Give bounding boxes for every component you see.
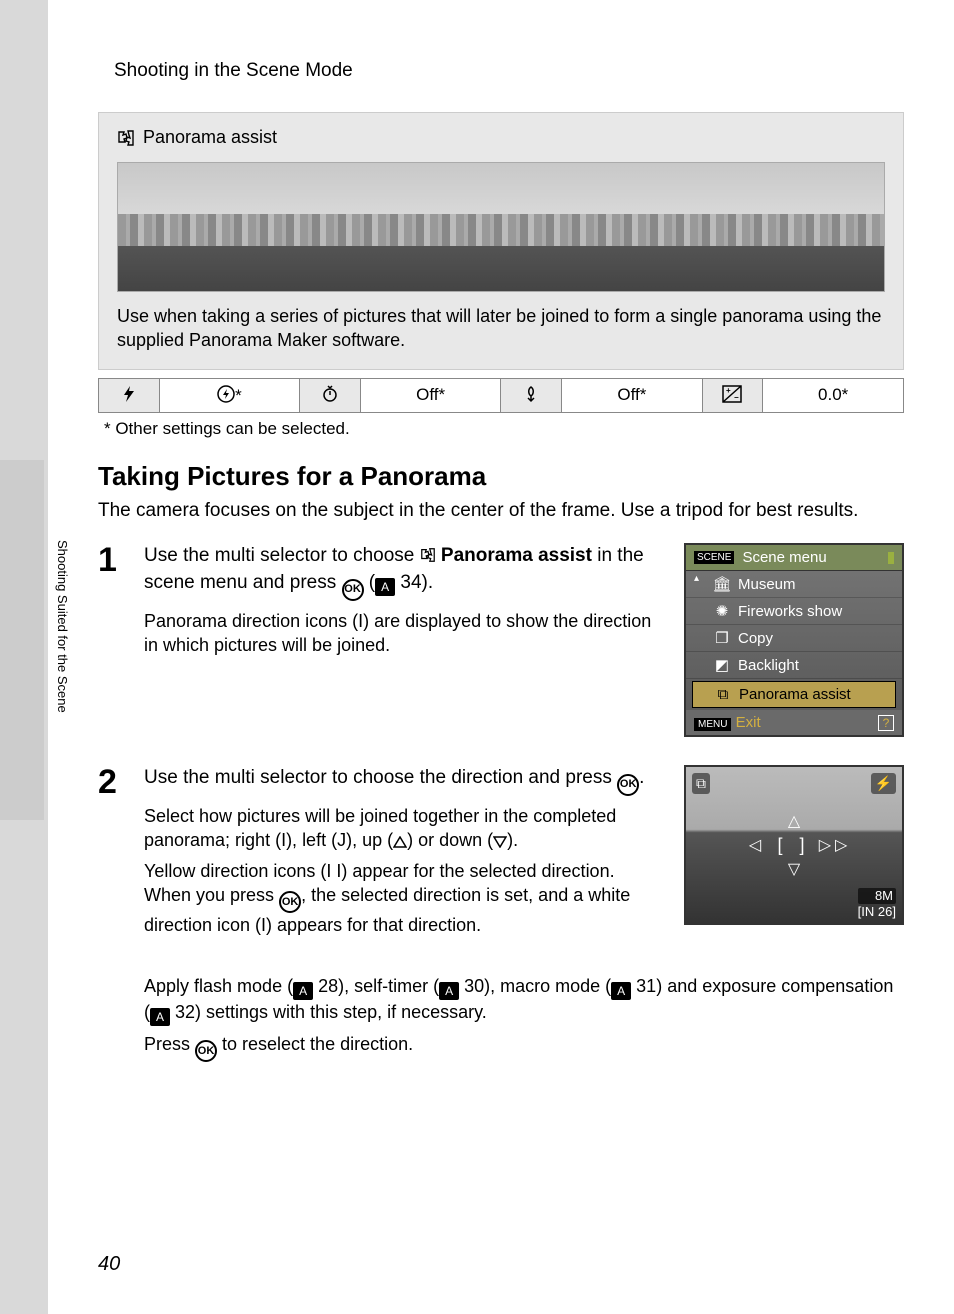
step-2-lead: Use the multi selector to choose the dir… <box>144 765 664 796</box>
scene-menu-title: SCENE Scene menu <box>686 545 902 571</box>
settings-table: U** Off* Off* +− 0.0* <box>98 378 904 413</box>
step-1: 1 Use the multi selector to choose Panor… <box>98 543 904 737</box>
copy-icon: ❐ <box>714 629 730 647</box>
timer-icon <box>321 385 339 403</box>
exposure-icon-cell: +− <box>702 378 763 412</box>
ok-button-icon: OK <box>195 1040 217 1062</box>
preview-bottom-info: 8M [IN 26] <box>858 888 896 919</box>
panorama-icon: ⧉ <box>715 686 731 703</box>
step-2-sub2: Yellow direction icons (I I) appear for … <box>144 859 664 938</box>
menu-item-copy: ❐ Copy <box>686 625 902 652</box>
step-1-number: 1 <box>98 543 128 737</box>
step-1-lead: Use the multi selector to choose Panoram… <box>144 543 664 600</box>
up-triangle-icon <box>393 836 407 848</box>
macro-value: Off* <box>562 378 703 412</box>
shots-remaining: [IN 26] <box>858 904 896 920</box>
page-ref-icon: A <box>439 982 459 1000</box>
side-tab: Shooting Suited for the Scene <box>52 540 70 713</box>
step-2-number: 2 <box>98 765 128 1068</box>
section-title: Shooting in the Scene Mode <box>114 60 904 82</box>
step-2-sub1: Select how pictures will be joined toget… <box>144 804 664 853</box>
ok-button-icon: OK <box>279 891 301 913</box>
exposure-comp-icon: +− <box>722 385 742 403</box>
right-arrow-icon: ▷▷ <box>819 835 848 855</box>
flash-auto-icon <box>217 385 235 403</box>
page-number: 40 <box>98 1253 120 1276</box>
camera-preview: ⧉ ⚡ △ ◁ [ ] ▷▷ ▽ 8M [IN 26] <box>684 765 904 925</box>
down-triangle-icon <box>493 836 507 848</box>
panorama-assist-header: Panorama assist <box>117 127 885 148</box>
taking-pictures-heading: Taking Pictures for a Panorama <box>98 461 904 492</box>
step-2-sub3: Apply flash mode (A 28), self-timer (A 3… <box>144 974 904 1026</box>
menu-item-fireworks: ✺ Fireworks show <box>686 598 902 625</box>
page-ref-icon: A <box>375 578 395 596</box>
macro-icon <box>522 385 540 403</box>
panorama-icon <box>420 547 436 563</box>
panorama-icon: ⧉ <box>692 773 710 794</box>
flash-icon <box>121 385 137 403</box>
scene-menu-footer: MENU Exit ? <box>686 710 902 735</box>
table-row: U** Off* Off* +− 0.0* <box>99 378 904 412</box>
flash-value: U** <box>159 378 300 412</box>
flash-auto-icon: ⚡ <box>871 773 896 794</box>
panorama-assist-description: Use when taking a series of pictures tha… <box>117 304 885 353</box>
intro-text: The camera focuses on the subject in the… <box>98 498 904 524</box>
down-arrow-icon: ▽ <box>788 859 800 879</box>
step-1-sub: Panorama direction icons (I) are display… <box>144 609 664 658</box>
macro-icon-cell <box>501 378 562 412</box>
page: Shooting in the Scene Mode Panorama assi… <box>48 0 954 1314</box>
ok-button-icon: OK <box>342 579 364 601</box>
exposure-value: 0.0* <box>763 378 904 412</box>
ok-button-icon: OK <box>617 774 639 796</box>
scroll-indicator <box>888 552 894 564</box>
museum-icon: 🏛 <box>714 575 730 593</box>
timer-icon-cell <box>300 378 361 412</box>
panorama-assist-label: Panorama assist <box>143 127 277 148</box>
step-2-sub4: Press OK to reselect the direction. <box>144 1032 904 1062</box>
menu-tag: MENU <box>694 718 731 731</box>
page-ref-icon: A <box>150 1008 170 1026</box>
menu-item-panorama-assist: ▾ ⧉ Panorama assist <box>692 681 896 708</box>
svg-text:−: − <box>734 393 739 402</box>
focus-brackets: [ ] <box>777 835 810 856</box>
step-2: 2 Use the multi selector to choose the d… <box>98 765 904 1068</box>
panorama-assist-box: Panorama assist Use when taking a series… <box>98 112 904 370</box>
scene-badge: SCENE <box>694 551 734 564</box>
help-icon: ? <box>878 715 894 731</box>
fireworks-icon: ✺ <box>714 602 730 620</box>
settings-footnote: * Other settings can be selected. <box>104 419 904 439</box>
menu-item-museum: ▴ 🏛 Museum <box>686 571 902 598</box>
page-ref-icon: A <box>611 982 631 1000</box>
image-size-badge: 8M <box>858 888 896 904</box>
panorama-icon <box>117 129 135 147</box>
direction-arrows: △ ◁ [ ] ▷▷ ▽ <box>741 809 847 881</box>
page-ref-icon: A <box>293 982 313 1000</box>
menu-item-backlight: ◩ Backlight <box>686 652 902 679</box>
timer-value: Off* <box>360 378 501 412</box>
backlight-icon: ◩ <box>714 656 730 674</box>
left-arrow-icon: ◁ <box>749 835 761 855</box>
scene-menu-screenshot: SCENE Scene menu ▴ 🏛 Museum ✺ Fireworks … <box>684 543 904 737</box>
preview-top-icons: ⧉ ⚡ <box>692 773 896 794</box>
flash-icon-cell <box>99 378 160 412</box>
up-arrow-icon: △ <box>788 811 800 831</box>
svg-text:+: + <box>726 386 731 395</box>
panorama-sample-image <box>117 162 885 292</box>
